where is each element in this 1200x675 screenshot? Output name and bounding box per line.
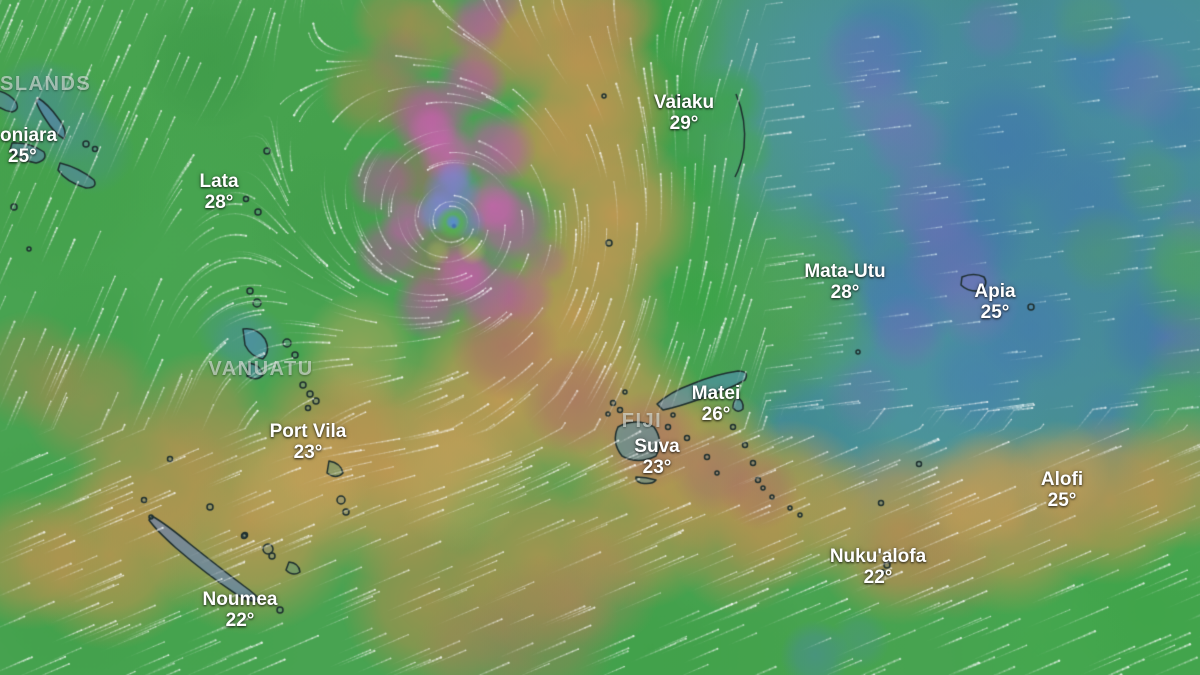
city-label-noumea[interactable]: Noumea 22° [203, 589, 278, 631]
city-name: Matei [691, 383, 741, 404]
city-label-suva[interactable]: Suva 23° [634, 436, 679, 478]
city-name: Mata-Utu [804, 261, 886, 282]
city-name: Lata [199, 171, 239, 192]
region-label-fiji: FIJI [621, 410, 663, 432]
city-temperature: 28° [830, 282, 860, 303]
city-label-alofi[interactable]: Alofi 25° [1041, 469, 1083, 511]
city-name: Nuku'alofa [829, 546, 927, 567]
city-temperature: 25° [1047, 490, 1077, 511]
city-label-apia[interactable]: Apia 25° [974, 281, 1015, 323]
city-temperature: 29° [669, 113, 699, 134]
city-label-mata-utu[interactable]: Mata-Utu 28° [804, 261, 885, 303]
city-label-lata[interactable]: Lata 28° [199, 171, 238, 213]
city-temperature: 23° [293, 442, 323, 463]
city-label-port-vila[interactable]: Port Vila 23° [270, 421, 347, 463]
city-label-vaiaku[interactable]: Vaiaku 29° [654, 92, 714, 134]
city-temperature: 28° [204, 192, 234, 213]
city-name: Alofi [1040, 469, 1084, 490]
region-label-vanuatu: VANUATU [208, 358, 314, 380]
city-name: Port Vila [269, 421, 347, 442]
city-label-honiara[interactable]: oniara 25° [0, 125, 57, 167]
region-label-solomon-islands: SLANDS [0, 73, 92, 95]
city-name: Apia [974, 281, 1016, 302]
city-name: Noumea [202, 589, 278, 610]
city-temperature: 23° [642, 457, 672, 478]
city-temperature: 22° [863, 567, 893, 588]
city-name: oniara [0, 125, 58, 146]
city-label-matei[interactable]: Matei 26° [692, 383, 741, 425]
city-temperature: 25° [980, 302, 1010, 323]
city-temperature: 22° [225, 610, 255, 631]
city-label-nukualofa[interactable]: Nuku'alofa 22° [830, 546, 926, 588]
city-temperature: 26° [701, 404, 731, 425]
city-temperature: 25° [8, 146, 37, 167]
city-name: Vaiaku [653, 92, 715, 113]
city-name: Suva [634, 436, 680, 457]
